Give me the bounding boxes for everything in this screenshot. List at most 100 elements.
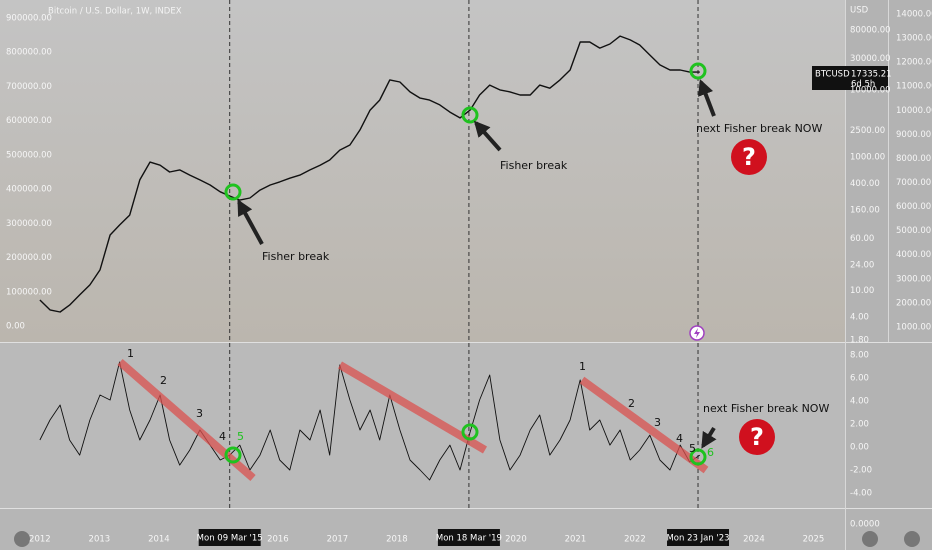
annotation: Fisher break [262, 250, 330, 263]
trend-line [579, 376, 709, 474]
symbol: BTCUSD [815, 70, 850, 80]
x-tick-label: 2021 [565, 535, 587, 545]
y-tick-label: 6.00 [850, 373, 869, 383]
x-tick-label: 2025 [803, 535, 825, 545]
question-icon [739, 419, 775, 455]
y2-tick-label: 2500.00 [850, 126, 885, 136]
chart-title: Bitcoin / U.S. Dollar, 1W, INDEX [48, 7, 182, 17]
bottom-pane-label: 0.0000 [850, 520, 880, 530]
count-label: 1 [127, 347, 134, 360]
arrow [473, 120, 502, 152]
x-tick-label: 2022 [624, 535, 646, 545]
annotation: next Fisher break NOW [696, 122, 822, 135]
y2-tick-label: 10000.00 [850, 86, 891, 96]
oscillator-pane [0, 343, 845, 508]
axis-unit: USD [850, 6, 869, 16]
count-label: 5 [689, 442, 696, 455]
y-tick-label: 700000.00 [6, 82, 52, 92]
y2-tick-label: 10.00 [850, 286, 874, 296]
y-tick-label: 600000.00 [6, 116, 52, 126]
count-label: 3 [196, 407, 203, 420]
count-label: 5 [237, 430, 244, 443]
last-price: 17335.21 [851, 70, 892, 80]
count-label: 6 [707, 446, 714, 459]
y3-tick-label: 9000.00 [896, 130, 931, 140]
x-tick-label: 2012 [29, 535, 51, 545]
count-label: 2 [628, 397, 635, 410]
y2-tick-label: 24.00 [850, 260, 874, 270]
count-label: 4 [676, 432, 683, 445]
y3-tick-label: 6000.00 [896, 202, 931, 212]
y-tick-label: 0.00 [850, 443, 869, 453]
plot [39, 0, 701, 508]
y3-tick-label: 4000.00 [896, 250, 931, 260]
question-mark: ? [750, 423, 764, 451]
marker-circle [224, 446, 242, 464]
scroll-knob[interactable] [14, 531, 30, 547]
y3-tick-label: 14000.00 [896, 10, 932, 20]
x-tick-label: 2018 [386, 535, 408, 545]
price-pane [0, 0, 845, 342]
y-tick-label: 100000.00 [6, 287, 52, 297]
trend-line [117, 358, 256, 482]
arrow [698, 79, 716, 117]
marker-circle [689, 62, 707, 80]
y-tick-label: 200000.00 [6, 253, 52, 263]
y-tick-label: 2.00 [850, 420, 869, 430]
y2-tick-label: 60.00 [850, 234, 874, 244]
y-tick-label: -4.00 [850, 489, 872, 499]
y3-tick-label: 7000.00 [896, 178, 931, 188]
series-line [39, 361, 701, 481]
y2-tick-label: 4.00 [850, 312, 869, 322]
arrow [237, 199, 264, 245]
x-tick-label: 2024 [743, 535, 765, 545]
x-tick-label: 2020 [505, 535, 527, 545]
series-line [39, 35, 700, 313]
y3-tick-label: 10000.00 [896, 106, 932, 116]
last-price-box [812, 66, 888, 90]
y2-tick-label: 160.00 [850, 205, 880, 215]
x-tick-label: 2017 [327, 535, 349, 545]
date-label: Mon 23 Jan '23 [666, 534, 729, 544]
trend-line [337, 361, 488, 454]
annotation: Fisher break [500, 159, 568, 172]
question-mark: ? [742, 143, 756, 171]
y2-tick-label: 1.80 [850, 336, 869, 346]
drawings: ? ? [117, 62, 775, 482]
count-label: 1 [579, 360, 586, 373]
y2-tick-label: 80000.00 [850, 25, 891, 35]
marker-circle [461, 423, 479, 441]
lightning [694, 328, 700, 338]
question-icon [731, 139, 767, 175]
count-label: 2 [160, 374, 167, 387]
y3-tick-label: 13000.00 [896, 34, 932, 44]
y3-tick-label: 5000.00 [896, 226, 931, 236]
x-tick-label: 2013 [89, 535, 111, 545]
count-label: 4 [219, 430, 226, 443]
y-tick-label: 400000.00 [6, 185, 52, 195]
y3-tick-label: 8000.00 [896, 154, 931, 164]
x-tick-label: 2016 [267, 535, 289, 545]
date-box [198, 529, 261, 546]
y-tick-label: 8.00 [850, 350, 869, 360]
date-label: Mon 09 Mar '15 [197, 534, 263, 544]
y2-tick-label: 400.00 [850, 179, 880, 189]
y-tick-label: 800000.00 [6, 48, 52, 58]
y2-tick-label: 1000.00 [850, 152, 885, 162]
y3-tick-label: 11000.00 [896, 82, 932, 92]
count-label: 3 [654, 416, 661, 429]
x-tick-label: 2014 [148, 535, 170, 545]
date-label: Mon 18 Mar '19 [436, 534, 502, 544]
scroll-knob[interactable] [862, 531, 878, 547]
y-tick-label: 900000.00 [6, 14, 52, 24]
y-tick-label: 500000.00 [6, 150, 52, 160]
marker-circle [689, 448, 707, 466]
settings-knob[interactable] [904, 531, 920, 547]
countdown: 6d 5h [851, 80, 875, 90]
y3-tick-label: 12000.00 [896, 58, 932, 68]
marker-circle [461, 106, 479, 124]
y-tick-label: 4.00 [850, 396, 869, 406]
y-tick-label: -2.00 [850, 466, 872, 476]
y3-tick-label: 1000.00 [896, 322, 931, 332]
